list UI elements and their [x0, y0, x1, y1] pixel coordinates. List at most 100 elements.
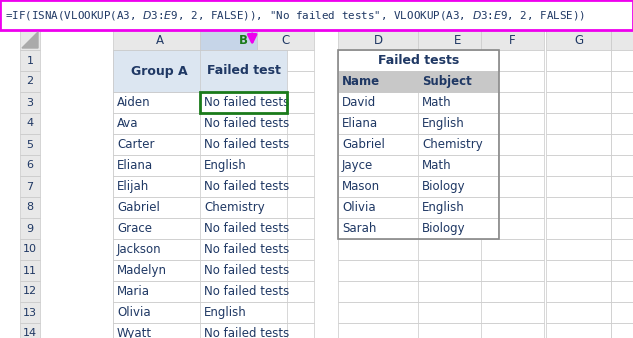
Text: 5: 5 — [27, 140, 34, 149]
Bar — [611, 113, 633, 134]
Bar — [338, 260, 419, 281]
Bar — [20, 176, 40, 197]
Bar — [257, 50, 314, 71]
Text: Failed tests: Failed tests — [378, 54, 459, 67]
Bar — [611, 50, 633, 71]
Bar — [418, 71, 498, 92]
Text: =IF(ISNA(VLOOKUP(A3, $D$3:$E$9, 2, FALSE)), "No failed tests", VLOOKUP(A3, $D$3:: =IF(ISNA(VLOOKUP(A3, $D$3:$E$9, 2, FALSE… — [5, 8, 585, 22]
Text: D: D — [374, 33, 383, 47]
Bar — [113, 134, 206, 155]
Bar — [338, 323, 419, 338]
Text: 13: 13 — [23, 308, 37, 317]
Bar — [546, 239, 611, 260]
Bar — [113, 50, 206, 71]
Bar — [0, 0, 633, 30]
Bar — [546, 155, 611, 176]
Bar — [200, 260, 287, 281]
Bar — [257, 197, 314, 218]
Text: No failed tests: No failed tests — [204, 327, 289, 338]
Bar — [113, 197, 206, 218]
Bar — [200, 134, 287, 155]
Text: 4: 4 — [27, 119, 34, 128]
Bar — [611, 323, 633, 338]
Bar — [113, 92, 206, 113]
Text: Ava: Ava — [117, 117, 139, 130]
Text: 10: 10 — [23, 244, 37, 255]
Bar — [257, 176, 314, 197]
Bar — [481, 50, 544, 71]
Bar — [200, 323, 287, 338]
Bar — [257, 30, 314, 50]
Bar — [338, 281, 419, 302]
Bar — [113, 218, 206, 239]
Bar — [338, 92, 419, 113]
Text: Math: Math — [422, 96, 451, 109]
Text: Biology: Biology — [422, 180, 466, 193]
Bar — [20, 281, 40, 302]
Bar — [20, 30, 40, 50]
Bar — [481, 134, 544, 155]
Bar — [113, 71, 206, 92]
Bar — [481, 239, 544, 260]
Bar — [257, 281, 314, 302]
Bar — [546, 323, 611, 338]
Bar — [200, 155, 287, 176]
Bar — [113, 176, 206, 197]
Bar — [20, 113, 40, 134]
Bar — [481, 92, 544, 113]
Bar — [546, 92, 611, 113]
Bar — [546, 71, 611, 92]
Text: No failed tests: No failed tests — [204, 138, 289, 151]
Bar — [200, 113, 287, 134]
Bar — [200, 92, 287, 113]
Text: Math: Math — [422, 159, 451, 172]
Text: Failed test: Failed test — [206, 65, 280, 77]
Bar — [257, 92, 314, 113]
Text: No failed tests: No failed tests — [204, 96, 289, 109]
Bar — [20, 218, 40, 239]
Bar — [338, 218, 419, 239]
Bar — [257, 155, 314, 176]
Text: Maria: Maria — [117, 285, 150, 298]
Bar — [113, 218, 206, 239]
Bar — [481, 197, 544, 218]
Text: Wyatt: Wyatt — [117, 327, 152, 338]
Bar — [20, 155, 40, 176]
Bar — [546, 260, 611, 281]
Text: No failed tests: No failed tests — [204, 117, 289, 130]
Bar — [611, 134, 633, 155]
Text: No failed tests: No failed tests — [204, 264, 289, 277]
Bar — [20, 197, 40, 218]
Bar — [200, 239, 287, 260]
Bar — [200, 197, 287, 218]
Bar — [338, 71, 419, 92]
Bar — [481, 155, 544, 176]
Text: 8: 8 — [27, 202, 34, 213]
Bar — [338, 155, 419, 176]
Bar — [200, 71, 287, 92]
Text: English: English — [422, 201, 465, 214]
Bar — [113, 197, 206, 218]
Bar — [20, 260, 40, 281]
Bar — [338, 50, 419, 71]
Bar — [338, 155, 419, 176]
Bar — [481, 71, 544, 92]
Bar — [611, 71, 633, 92]
Bar — [257, 302, 314, 323]
Bar — [611, 155, 633, 176]
Bar — [200, 176, 287, 197]
Bar — [338, 239, 419, 260]
Bar — [546, 197, 611, 218]
Bar — [611, 239, 633, 260]
Text: 14: 14 — [23, 329, 37, 338]
Bar — [611, 176, 633, 197]
Bar — [611, 30, 633, 50]
Bar — [338, 176, 419, 197]
Bar — [113, 281, 206, 302]
Bar — [546, 176, 611, 197]
Bar — [200, 239, 287, 260]
Bar — [418, 176, 498, 197]
Text: F: F — [509, 33, 516, 47]
Text: C: C — [282, 33, 290, 47]
Bar — [200, 92, 287, 113]
